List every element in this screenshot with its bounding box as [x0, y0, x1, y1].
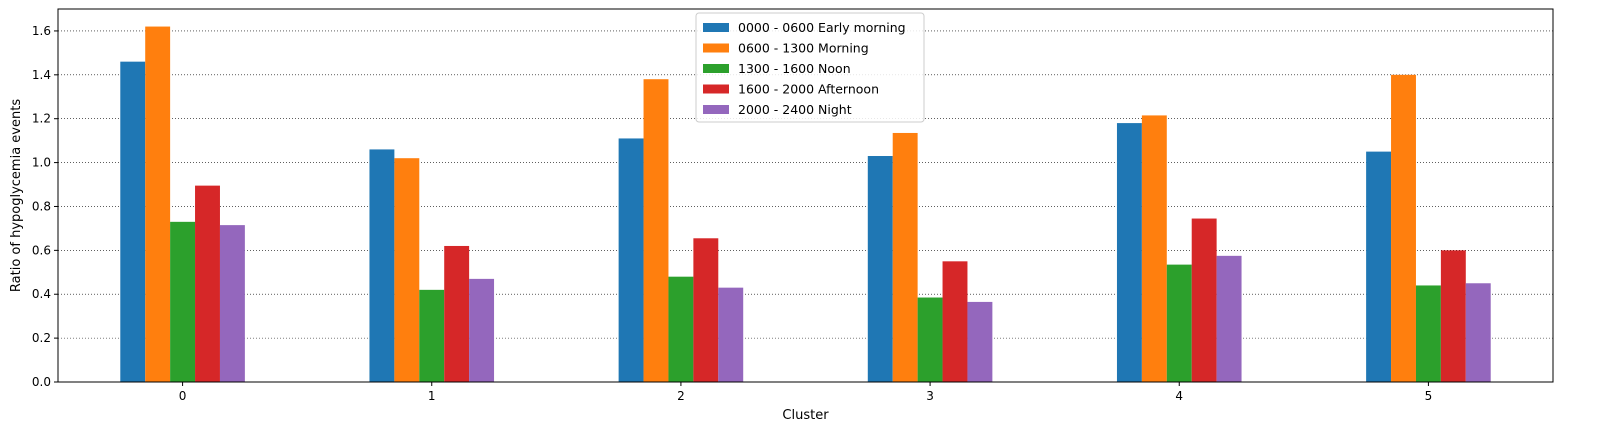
legend: 0000 - 0600 Early morning 0600 - 1300 Mor… [695, 12, 925, 123]
legend-box [695, 12, 925, 123]
bar [145, 26, 171, 382]
bar [369, 149, 395, 382]
bar [469, 278, 495, 382]
bar [618, 138, 644, 382]
bar [1366, 151, 1392, 382]
plot-frame [57, 8, 1554, 383]
legend-label: 0000 - 0600 Early morning [738, 20, 906, 35]
legend-label: 2000 - 2400 Night [738, 102, 852, 117]
bar [444, 245, 470, 382]
y-tick-label: 0.4 [32, 287, 51, 301]
bar [1166, 264, 1192, 382]
bar [195, 185, 220, 382]
x-axis-ticks: 0 1 2 3 4 5 [179, 382, 1432, 403]
bar [170, 221, 196, 382]
bar [1440, 250, 1466, 382]
x-tick-label: 4 [1175, 389, 1183, 403]
bar [693, 238, 719, 382]
legend-swatch [703, 105, 729, 114]
bars [120, 26, 1491, 383]
legend-label: 1300 - 1600 Noon [738, 61, 851, 76]
legend-swatch [703, 23, 729, 32]
bar [1116, 123, 1142, 382]
bar [967, 301, 993, 382]
bar [419, 289, 445, 382]
bar [867, 156, 893, 382]
bar [643, 79, 669, 382]
y-tick-label: 1.6 [32, 24, 51, 38]
bar [1465, 283, 1491, 382]
y-tick-label: 0.2 [32, 331, 51, 345]
legend-swatch [703, 64, 729, 73]
legend-label: 1600 - 2000 Afternoon [738, 82, 879, 97]
bar [668, 276, 694, 382]
bar [1216, 255, 1242, 382]
x-tick-label: 3 [926, 389, 934, 403]
bar [942, 261, 968, 382]
bar [120, 61, 146, 383]
x-axis-label: Cluster [782, 408, 829, 423]
x-tick-label: 1 [428, 389, 436, 403]
bar [917, 297, 943, 382]
bar [1391, 74, 1416, 382]
legend-swatch [703, 43, 729, 53]
bar [718, 287, 744, 382]
y-axis-ticks: 0.0 0.2 0.4 0.6 0.8 1.0 1.2 1.4 1.6 [32, 24, 58, 389]
legend-label: 0600 - 1300 Morning [738, 41, 869, 56]
x-tick-label: 2 [677, 389, 685, 403]
y-tick-label: 0.8 [32, 199, 51, 213]
y-tick-label: 1.2 [32, 112, 51, 126]
y-tick-label: 1.0 [32, 156, 51, 170]
bar [1191, 218, 1217, 382]
bar [892, 132, 918, 382]
bar [1415, 285, 1441, 382]
y-axis-label: Ratio of hypoglycemia events [9, 99, 24, 292]
y-tick-label: 0.0 [32, 375, 51, 389]
bar [394, 158, 420, 382]
bar [1141, 115, 1167, 382]
x-tick-label: 0 [179, 389, 187, 403]
y-tick-label: 1.4 [32, 68, 51, 82]
y-tick-label: 0.6 [32, 243, 51, 257]
legend-swatch [703, 84, 729, 94]
x-tick-label: 5 [1425, 389, 1433, 403]
bar [219, 225, 245, 382]
